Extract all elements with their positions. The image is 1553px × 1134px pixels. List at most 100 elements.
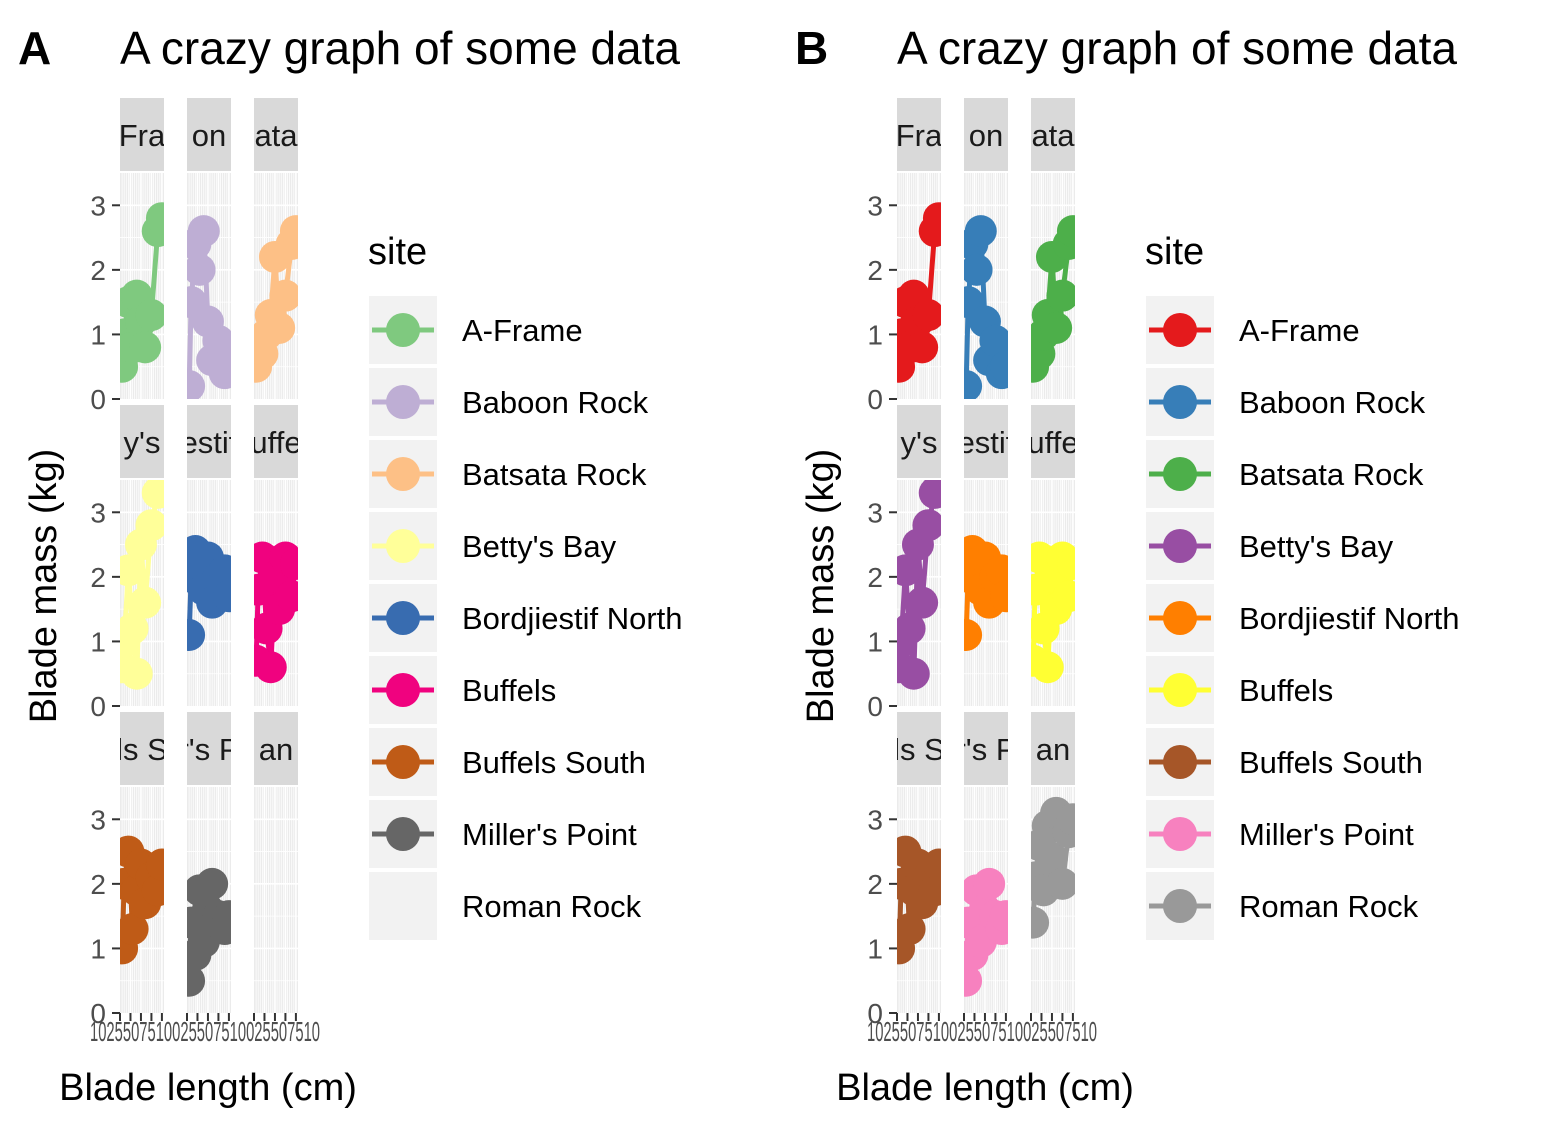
legend-label: Roman Rock	[1239, 889, 1419, 924]
data-point	[187, 964, 206, 997]
data-point	[912, 299, 941, 332]
data-point	[254, 651, 287, 684]
facet-2: on	[964, 98, 1008, 399]
y-tick-label: 2	[90, 562, 106, 593]
legend-label: Baboon Rock	[1239, 385, 1426, 420]
data-point	[973, 867, 1006, 900]
facet-strip-label: estif	[958, 425, 1015, 460]
legend-label: Buffels South	[462, 745, 646, 780]
data-point	[275, 580, 298, 613]
facet-strip	[1031, 712, 1075, 785]
legend-entry: Miller's Point	[1146, 800, 1414, 868]
legend-label: A-Frame	[1239, 313, 1360, 348]
legend-label: Roman Rock	[462, 889, 642, 924]
legend-key-point	[386, 457, 420, 491]
facet-strip-label: on	[969, 118, 1003, 153]
legend-key-point	[1163, 673, 1197, 707]
data-point	[989, 900, 1008, 933]
legend-key-point	[1163, 601, 1197, 635]
facet-strip-label: estif	[181, 425, 238, 460]
series-3	[1031, 215, 1075, 383]
data-point	[187, 253, 216, 286]
series-9	[1031, 796, 1075, 939]
legend-entry: Betty's Bay	[369, 512, 617, 580]
data-point	[979, 324, 1008, 357]
facet-strip	[120, 712, 164, 785]
legend-entry: Bordjiestif North	[1146, 584, 1460, 652]
facet-4: y's 0 1 2 3	[90, 405, 164, 722]
data-point	[135, 509, 164, 542]
legend-entry: Baboon Rock	[369, 368, 649, 436]
facet-strip	[187, 98, 231, 171]
data-point	[964, 253, 993, 286]
facet-6: uffe	[1031, 405, 1075, 706]
legend-label: Buffels	[462, 673, 556, 708]
legend-label: Miller's Point	[1239, 817, 1414, 852]
legend-entry: A-Frame	[1146, 296, 1360, 364]
legend-entry: Roman Rock	[369, 872, 642, 940]
x-axis-title: Blade length (cm)	[836, 1067, 1134, 1109]
facet-strip	[187, 712, 231, 785]
series-2	[187, 215, 231, 399]
data-point	[964, 215, 997, 248]
data-point	[145, 848, 164, 881]
facet-4: y's 0 1 2 3	[867, 405, 941, 722]
legend-entry: Buffels South	[369, 728, 646, 796]
facet-strip-label: Fra	[896, 118, 943, 153]
data-point	[120, 657, 153, 690]
facet-strip-label: an	[1036, 732, 1070, 767]
facet-1: Fra 0 1 2 3	[867, 98, 943, 415]
facet-7: ls S 0 1 2 3	[867, 712, 941, 1029]
data-point	[1056, 547, 1075, 580]
y-tick-label: 1	[867, 626, 883, 657]
data-point	[145, 202, 164, 235]
data-point	[129, 331, 162, 364]
legend-entry: Buffels	[1146, 656, 1333, 724]
facet-strip	[897, 98, 941, 171]
legend-label: Baboon Rock	[462, 385, 649, 420]
legend-entry: Buffels South	[1146, 728, 1423, 796]
legend-key-background	[369, 872, 437, 940]
data-point	[897, 612, 926, 645]
y-tick-label: 3	[90, 497, 106, 528]
data-point	[212, 580, 231, 613]
y-tick-label: 3	[867, 497, 883, 528]
data-point	[141, 874, 164, 907]
legend-key-point	[1163, 457, 1197, 491]
panel-tag: B	[795, 22, 828, 74]
facet-strip-label: ata	[1031, 118, 1075, 153]
series-8	[964, 867, 1008, 997]
legend-key-point	[386, 385, 420, 419]
data-point	[202, 324, 231, 357]
y-tick-label: 0	[867, 384, 883, 415]
data-point	[279, 215, 298, 248]
legend-entry: Betty's Bay	[1146, 512, 1394, 580]
plot-title: A crazy graph of some data	[897, 22, 1457, 74]
legend-key-point	[1163, 385, 1197, 419]
y-tick-label: 1	[90, 319, 106, 350]
facet-strip	[254, 98, 298, 171]
data-point	[1052, 580, 1075, 613]
data-point	[135, 299, 164, 332]
y-tick-label: 0	[90, 691, 106, 722]
data-point	[964, 618, 983, 651]
data-point	[906, 586, 939, 619]
facet-3: ata	[254, 98, 298, 399]
data-point	[269, 279, 298, 312]
facet-5: estif	[181, 405, 238, 706]
legend-label: Batsata Rock	[462, 457, 647, 492]
facet-3: ata	[1031, 98, 1075, 399]
plot-title: A crazy graph of some data	[120, 22, 680, 74]
data-point	[964, 964, 983, 997]
series-5	[964, 535, 1008, 651]
series-8	[187, 867, 231, 997]
data-point	[196, 867, 229, 900]
data-point	[1056, 215, 1075, 248]
series-1	[120, 202, 164, 383]
x-axis-title: Blade length (cm)	[59, 1067, 357, 1109]
legend-key-point	[1163, 889, 1197, 923]
facet-strip-label: r's P	[955, 732, 1016, 767]
facet-strip-label: y's	[124, 425, 161, 460]
